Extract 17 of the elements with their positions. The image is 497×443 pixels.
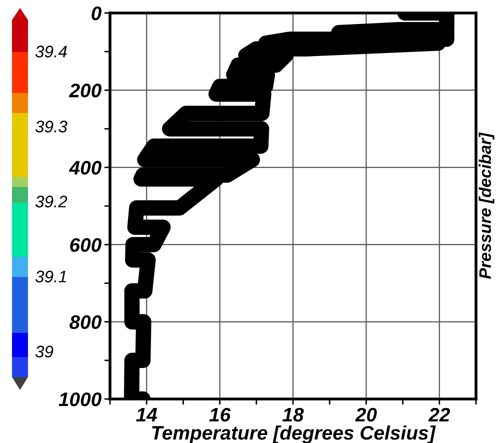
y-axis-title: Pressure [decibar] — [478, 132, 494, 279]
x-tick-label: 18 — [282, 408, 304, 422]
text: 39.4 — [35, 46, 67, 58]
x-tick-label: 20 — [355, 408, 377, 422]
text: 39 — [35, 346, 54, 358]
y-tick-label: 1000 — [58, 392, 102, 406]
y-tick-label: 0 — [92, 6, 102, 20]
text: 39.3 — [35, 120, 68, 132]
y-tick-label: 200 — [68, 84, 102, 98]
x-tick-label: 22 — [428, 408, 450, 422]
x-tick-label: 16 — [209, 408, 231, 422]
y-tick-label: 600 — [70, 238, 102, 252]
y-tick-label: 400 — [68, 160, 102, 175]
y-tick-label: 800 — [69, 315, 102, 330]
x-tick-label: 14 — [136, 408, 158, 422]
text: 39.1 — [35, 270, 66, 282]
text: 39.2 — [35, 196, 68, 208]
